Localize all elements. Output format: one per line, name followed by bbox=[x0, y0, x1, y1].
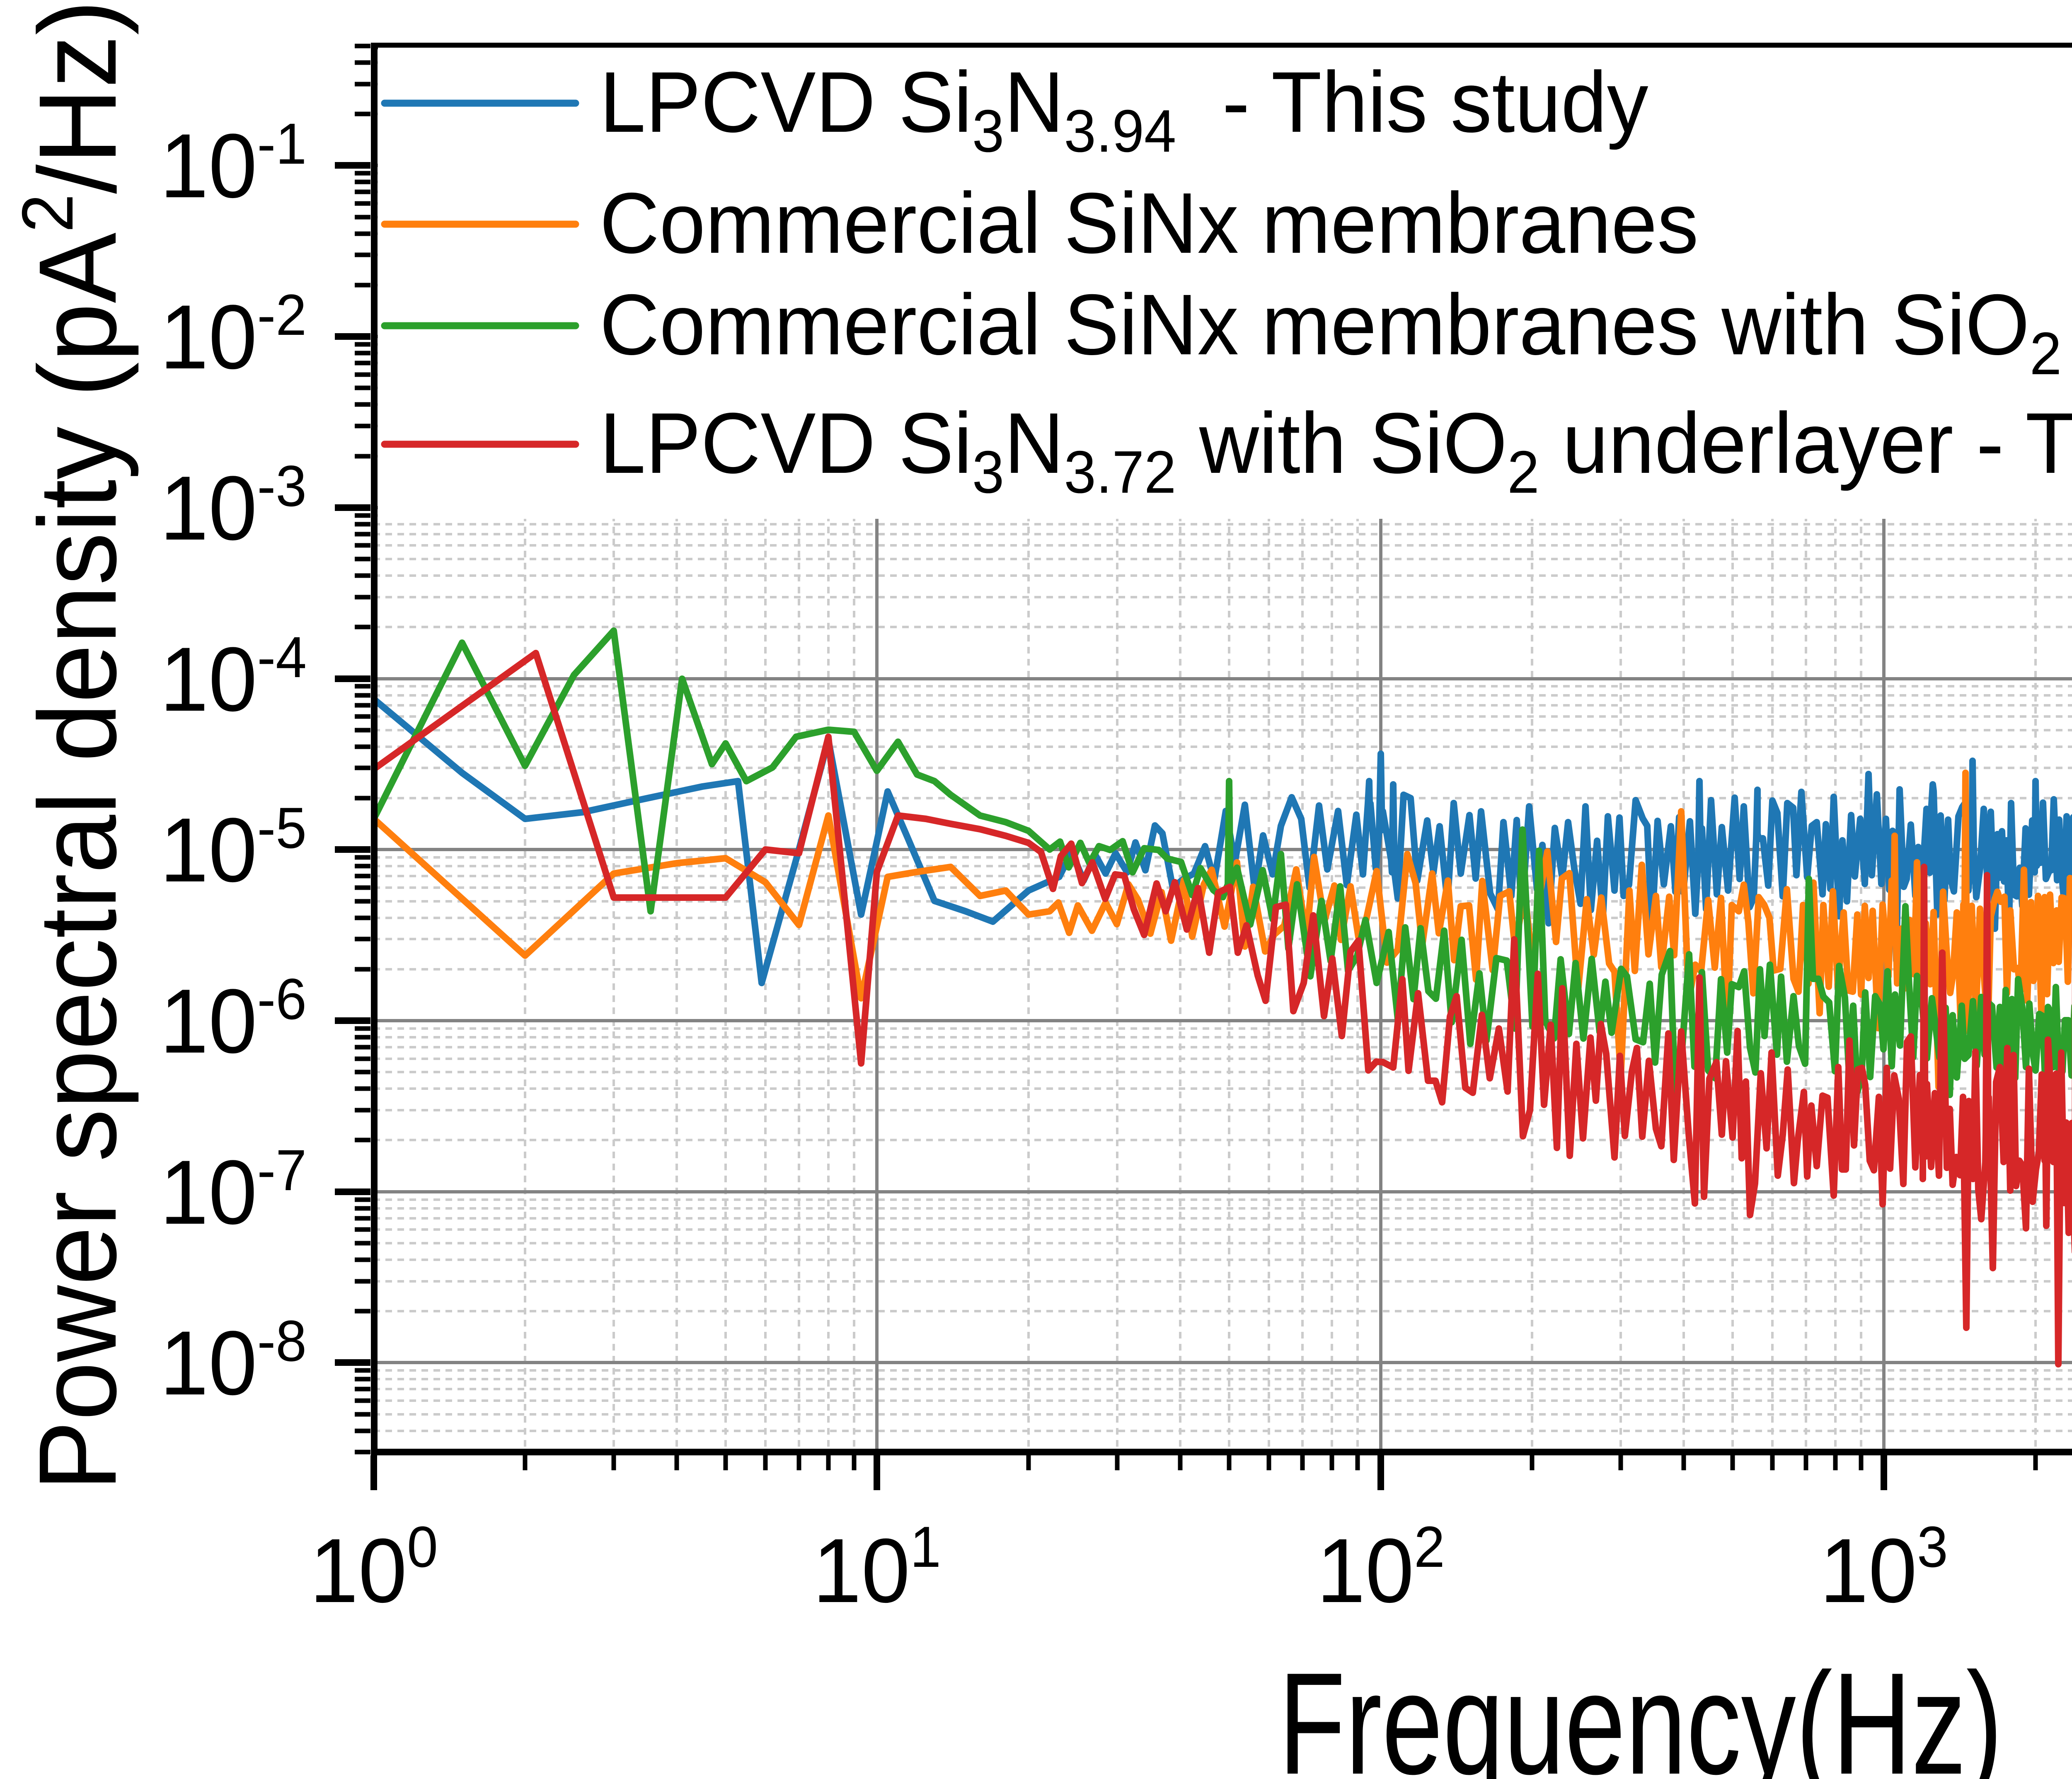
svg-text:Frequency(Hz): Frequency(Hz) bbox=[1278, 1642, 2002, 1779]
svg-text:LPCVD Si3N3.94 - This study: LPCVD Si3N3.94 - This study bbox=[600, 54, 1648, 165]
svg-text:LPCVD Si3N3.72 with SiO2 under: LPCVD Si3N3.72 with SiO2 underlayer - Th… bbox=[600, 395, 2072, 506]
svg-text:Commercial SiNx membranes with: Commercial SiNx membranes with SiO2 unde… bbox=[600, 276, 2072, 387]
svg-text:Commercial SiNx membranes: Commercial SiNx membranes bbox=[600, 175, 1699, 271]
svg-text:10-6: 10-6 bbox=[160, 967, 307, 1072]
svg-text:Power spectral density (pA2/Hz: Power spectral density (pA2/Hz) bbox=[7, 0, 140, 1491]
svg-text:10-8: 10-8 bbox=[160, 1309, 307, 1414]
